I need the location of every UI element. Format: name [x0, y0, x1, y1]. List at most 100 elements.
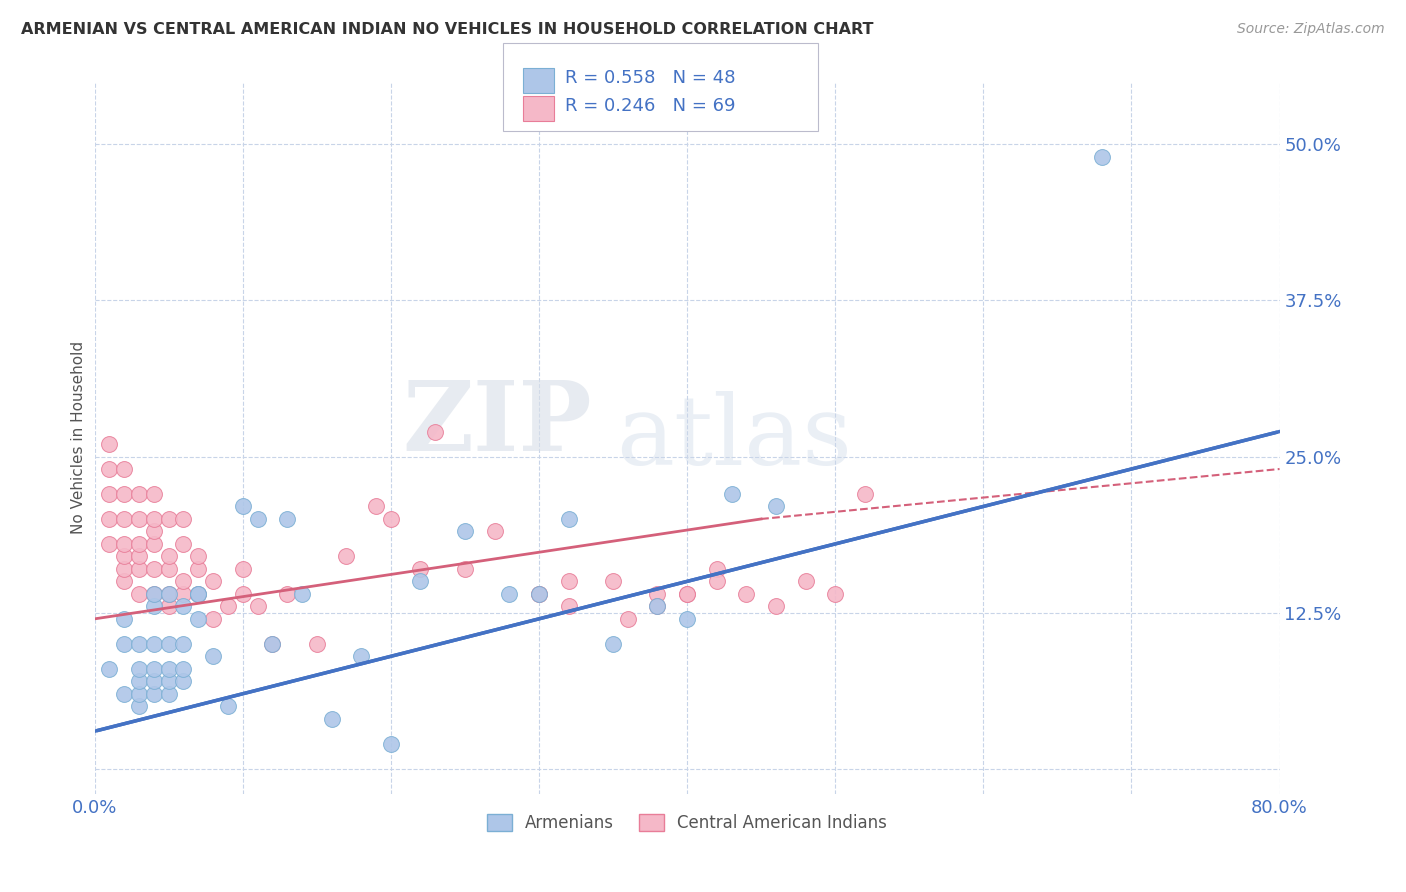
Point	[824, 587, 846, 601]
Point	[112, 487, 135, 501]
Point	[98, 487, 121, 501]
Point	[187, 587, 209, 601]
Point	[112, 562, 135, 576]
Point	[217, 599, 239, 614]
Point	[557, 599, 579, 614]
Point	[98, 437, 121, 451]
Point	[676, 587, 699, 601]
Point	[128, 537, 150, 551]
Point	[157, 674, 180, 689]
Point	[142, 524, 165, 539]
Point	[202, 612, 225, 626]
Point	[380, 512, 402, 526]
Legend: Armenians, Central American Indians: Armenians, Central American Indians	[479, 807, 894, 838]
Point	[112, 612, 135, 626]
Point	[128, 512, 150, 526]
Text: R = 0.558   N = 48: R = 0.558 N = 48	[565, 70, 735, 87]
Point	[602, 574, 624, 589]
Point	[128, 687, 150, 701]
Point	[735, 587, 758, 601]
Point	[128, 699, 150, 714]
Point	[112, 687, 135, 701]
Point	[187, 587, 209, 601]
Point	[291, 587, 314, 601]
Point	[98, 512, 121, 526]
Point	[157, 587, 180, 601]
Point	[128, 549, 150, 564]
Point	[98, 462, 121, 476]
Point	[350, 649, 373, 664]
Point	[765, 500, 787, 514]
Point	[409, 562, 432, 576]
Point	[112, 549, 135, 564]
Point	[98, 537, 121, 551]
Point	[142, 662, 165, 676]
Point	[142, 537, 165, 551]
Point	[157, 512, 180, 526]
Point	[305, 637, 328, 651]
Text: R = 0.246   N = 69: R = 0.246 N = 69	[565, 97, 735, 115]
Text: Source: ZipAtlas.com: Source: ZipAtlas.com	[1237, 22, 1385, 37]
Point	[128, 562, 150, 576]
Point	[276, 512, 298, 526]
Point	[128, 674, 150, 689]
Point	[157, 587, 180, 601]
Point	[157, 562, 180, 576]
Point	[128, 637, 150, 651]
Point	[1091, 150, 1114, 164]
Point	[527, 587, 550, 601]
Point	[454, 524, 477, 539]
Point	[527, 587, 550, 601]
Point	[172, 574, 194, 589]
Point	[142, 637, 165, 651]
Point	[853, 487, 876, 501]
Point	[246, 512, 269, 526]
Point	[380, 737, 402, 751]
Point	[720, 487, 742, 501]
Point	[157, 662, 180, 676]
Point	[172, 662, 194, 676]
Point	[484, 524, 506, 539]
Point	[157, 549, 180, 564]
Point	[157, 599, 180, 614]
Point	[454, 562, 477, 576]
Point	[706, 574, 728, 589]
Point	[262, 637, 284, 651]
Point	[498, 587, 520, 601]
Point	[112, 637, 135, 651]
Point	[527, 587, 550, 601]
Point	[409, 574, 432, 589]
Point	[187, 612, 209, 626]
Point	[202, 574, 225, 589]
Point	[187, 562, 209, 576]
Point	[128, 662, 150, 676]
Point	[172, 599, 194, 614]
Point	[187, 587, 209, 601]
Text: ARMENIAN VS CENTRAL AMERICAN INDIAN NO VEHICLES IN HOUSEHOLD CORRELATION CHART: ARMENIAN VS CENTRAL AMERICAN INDIAN NO V…	[21, 22, 873, 37]
Point	[647, 599, 669, 614]
Point	[202, 649, 225, 664]
Text: ZIP: ZIP	[402, 376, 592, 471]
Point	[172, 674, 194, 689]
Point	[557, 574, 579, 589]
Point	[765, 599, 787, 614]
Point	[557, 512, 579, 526]
Point	[232, 500, 254, 514]
Point	[321, 712, 343, 726]
Point	[676, 587, 699, 601]
Point	[112, 574, 135, 589]
Point	[602, 637, 624, 651]
Point	[794, 574, 817, 589]
Point	[246, 599, 269, 614]
Point	[142, 599, 165, 614]
Point	[232, 562, 254, 576]
Point	[187, 549, 209, 564]
Point	[128, 487, 150, 501]
Point	[112, 512, 135, 526]
Point	[364, 500, 387, 514]
Point	[128, 587, 150, 601]
Point	[276, 587, 298, 601]
Point	[142, 512, 165, 526]
Point	[142, 687, 165, 701]
Point	[142, 562, 165, 576]
